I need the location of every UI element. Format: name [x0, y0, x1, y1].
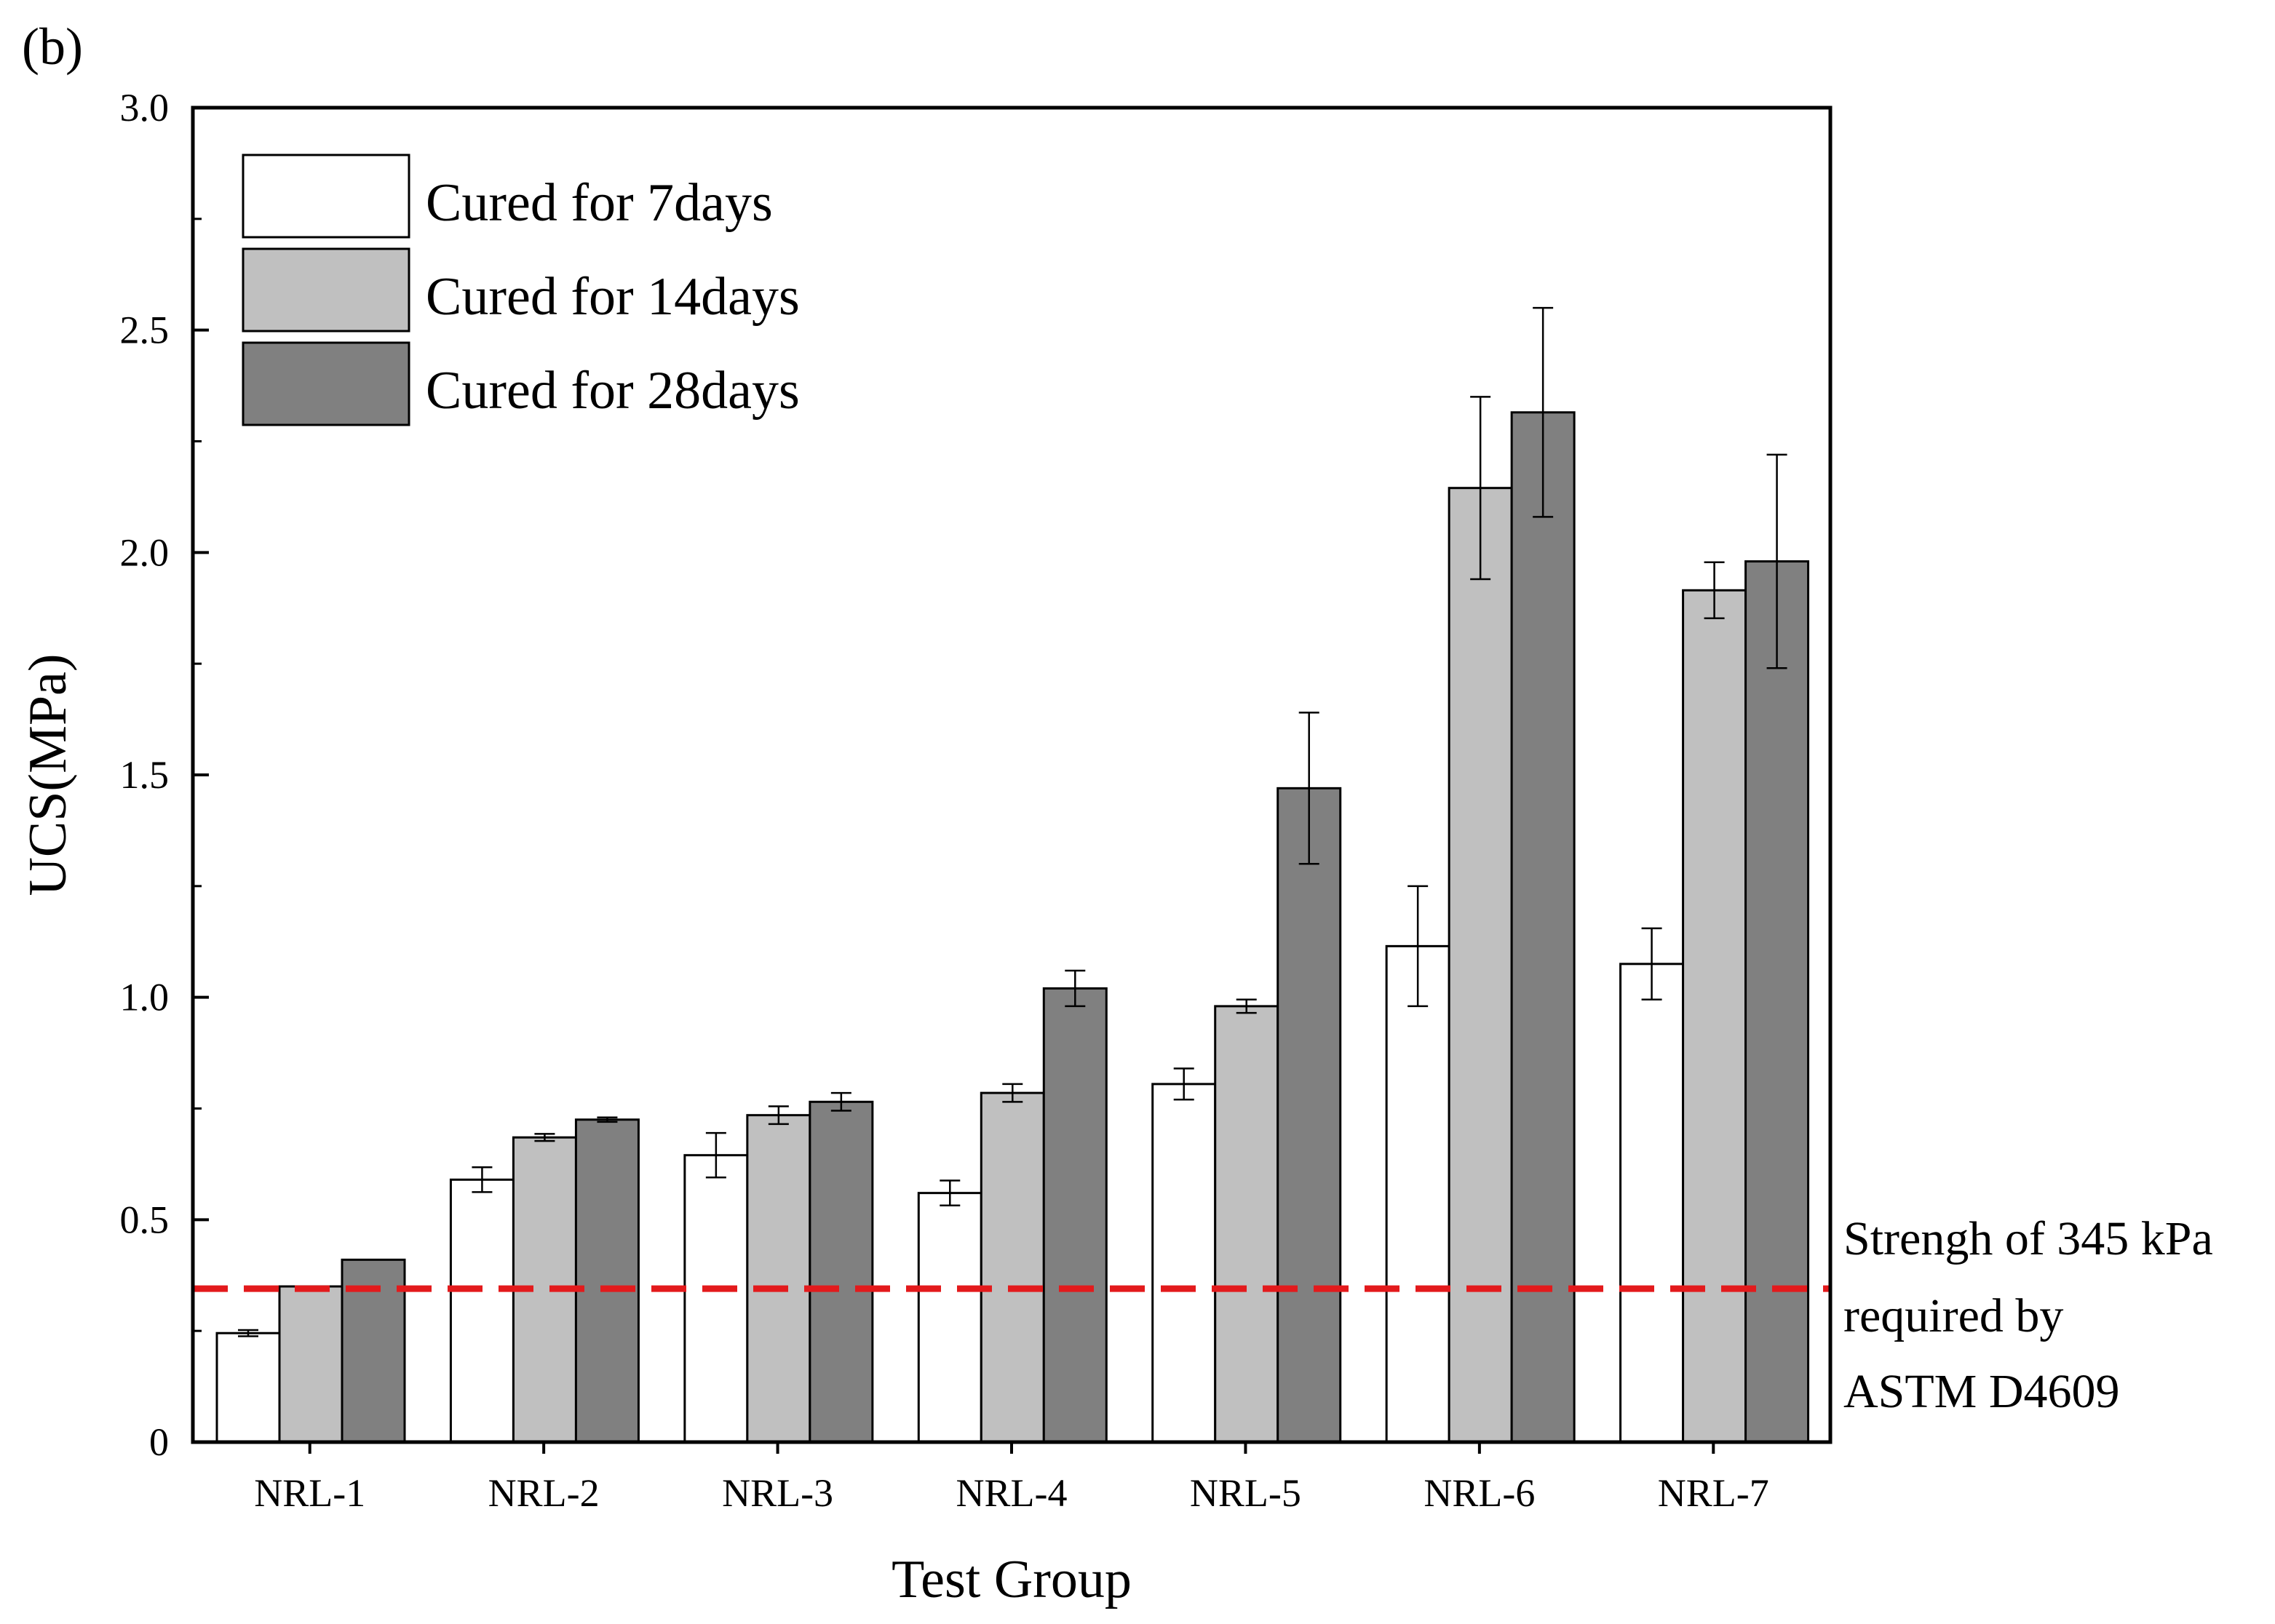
bar-nrl-5-series-1 — [1151, 1083, 1217, 1444]
y-tick-label: 2.5 — [120, 309, 170, 352]
error-bar-nrl-4-series-1 — [940, 1179, 961, 1207]
bar-nrl-3-series-3 — [809, 1100, 874, 1444]
bar-nrl-4-series-3 — [1042, 987, 1108, 1444]
bar-nrl-3-series-2 — [746, 1114, 811, 1444]
bar-nrl-5-series-2 — [1214, 1005, 1279, 1444]
error-bar-nrl-5-series-1 — [1173, 1067, 1194, 1101]
y-tick-label: 0.5 — [120, 1198, 170, 1241]
bars-layer — [215, 411, 1810, 1444]
legend-swatch-7days — [242, 154, 410, 239]
y-axis-label: UCS(MPa) — [18, 653, 78, 896]
error-bar-nrl-2-series-1 — [472, 1166, 493, 1193]
y-axis: 0 0.5 1.0 1.5 2.0 2.5 3.0 — [120, 86, 209, 1464]
x-tick-label-nrl-4: NRL-4 — [956, 1471, 1068, 1515]
reference-annotation-line-3: ASTM D4609 — [1843, 1365, 2120, 1418]
x-tick-label-nrl-7: NRL-7 — [1658, 1471, 1769, 1515]
error-bar-nrl-6-series-1 — [1408, 885, 1429, 1008]
y-tick-label: 3.0 — [120, 86, 170, 130]
y-tick-label: 0 — [149, 1420, 169, 1464]
reference-annotation: Strengh of 345 kPa required by ASTM D460… — [1843, 1212, 2213, 1418]
bar-nrl-2-series-3 — [574, 1118, 640, 1444]
x-tick-label-nrl-6: NRL-6 — [1424, 1471, 1535, 1515]
bar-nrl-1-series-1 — [215, 1332, 281, 1444]
error-bar-nrl-5-series-2 — [1236, 998, 1257, 1014]
x-tick-label-nrl-3: NRL-3 — [722, 1471, 833, 1515]
bar-nrl-1-series-2 — [278, 1285, 344, 1444]
bar-nrl-6-series-3 — [1510, 411, 1576, 1444]
legend-swatch-14days — [242, 247, 410, 333]
bar-nrl-6-series-2 — [1448, 487, 1513, 1444]
bar-nrl-5-series-3 — [1277, 787, 1342, 1444]
error-bar-nrl-6-series-2 — [1470, 396, 1491, 581]
error-bar-nrl-2-series-2 — [534, 1133, 555, 1142]
bar-nrl-6-series-1 — [1385, 944, 1450, 1444]
legend-label-14days: Cured for 14days — [426, 267, 800, 327]
error-bars-layer — [238, 306, 1787, 1337]
panel-label: (b) — [22, 17, 83, 76]
x-axis-label: Test Group — [892, 1550, 1132, 1609]
legend-swatch-28days — [242, 341, 410, 426]
error-bar-nrl-5-series-3 — [1298, 712, 1319, 865]
error-bar-nrl-7-series-3 — [1766, 453, 1787, 669]
bar-nrl-4-series-1 — [917, 1192, 982, 1444]
bar-nrl-2-series-1 — [449, 1178, 515, 1444]
error-bar-nrl-2-series-3 — [597, 1116, 618, 1123]
x-tick-label-nrl-2: NRL-2 — [488, 1471, 600, 1515]
y-tick-label: 1.0 — [120, 976, 170, 1019]
bar-nrl-7-series-3 — [1744, 560, 1810, 1444]
bar-nrl-3-series-1 — [683, 1154, 749, 1444]
legend-label-28days: Cured for 28days — [426, 361, 800, 421]
y-tick-label: 1.5 — [120, 753, 170, 797]
error-bar-nrl-4-series-3 — [1065, 969, 1086, 1008]
legend-label-7days: Cured for 7days — [426, 173, 773, 233]
error-bar-nrl-6-series-3 — [1533, 306, 1554, 518]
x-axis: NRL-1 NRL-2 NRL-3 NRL-4 NRL-5 NRL-6 NRL-7 — [254, 1442, 1769, 1515]
error-bar-nrl-3-series-1 — [705, 1131, 726, 1179]
error-bar-nrl-7-series-1 — [1641, 927, 1662, 1000]
x-tick-label-nrl-5: NRL-5 — [1190, 1471, 1301, 1515]
error-bar-nrl-4-series-2 — [1002, 1083, 1023, 1103]
bar-nrl-4-series-2 — [980, 1091, 1045, 1444]
reference-annotation-line-1: Strengh of 345 kPa — [1843, 1212, 2213, 1265]
reference-annotation-line-2: required by — [1843, 1289, 2063, 1342]
error-bar-nrl-7-series-2 — [1704, 561, 1725, 620]
error-bar-nrl-3-series-3 — [830, 1091, 851, 1112]
error-bar-nrl-1-series-1 — [238, 1329, 258, 1337]
x-tick-label-nrl-1: NRL-1 — [254, 1471, 365, 1515]
error-bar-nrl-3-series-2 — [768, 1105, 789, 1126]
bar-nrl-7-series-1 — [1619, 963, 1685, 1444]
legend: Cured for 7days Cured for 14days Cured f… — [242, 154, 800, 426]
bar-nrl-7-series-2 — [1682, 589, 1747, 1444]
y-tick-label: 2.0 — [120, 530, 170, 574]
